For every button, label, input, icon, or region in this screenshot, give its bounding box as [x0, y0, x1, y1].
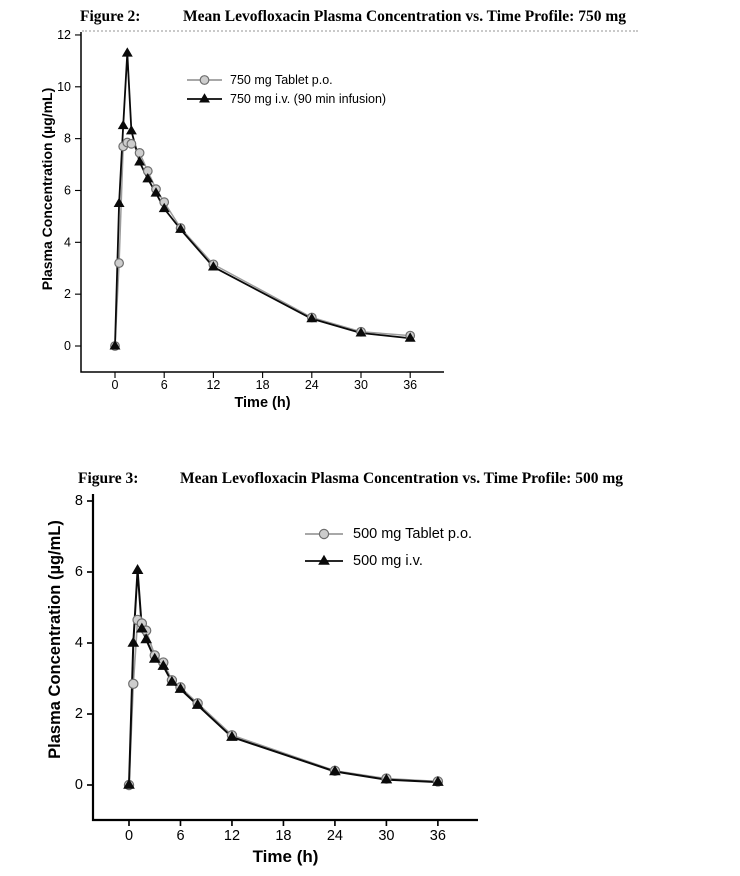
y-tick-label: 2 — [64, 287, 71, 301]
legend-label: 750 mg Tablet p.o. — [230, 73, 333, 87]
x-tick-label: 0 — [112, 378, 119, 392]
y-tick-label: 0 — [64, 339, 71, 353]
series-line-iv — [114, 52, 411, 347]
data-point-iv — [158, 202, 170, 213]
y-tick-label: 0 — [75, 777, 83, 793]
y-tick-label: 8 — [75, 493, 83, 509]
legend-label: 750 mg i.v. (90 min infusion) — [230, 92, 386, 106]
figure3-title: Figure 3: Mean Levofloxacin Plasma Conce… — [78, 470, 623, 488]
data-point-tablet — [126, 138, 137, 149]
axes — [91, 494, 478, 822]
y-tick-label: 10 — [57, 80, 71, 94]
data-point-iv — [355, 327, 367, 337]
x-tick-label: 6 — [161, 378, 168, 392]
data-point-iv — [329, 765, 341, 776]
data-point-iv — [121, 47, 133, 57]
figure3-label: Figure 3: — [78, 470, 139, 487]
y-tick-label: 6 — [75, 564, 83, 580]
x-tick-label: 18 — [275, 828, 291, 844]
y-tick-label: 6 — [64, 183, 71, 197]
y-tick-label: 2 — [75, 706, 83, 722]
y-tick-label: 12 — [57, 28, 71, 42]
data-point-iv — [109, 340, 121, 350]
data-point-iv — [150, 187, 162, 197]
figure2-title-underline — [82, 30, 638, 32]
x-axis-label: Time (h) — [253, 847, 319, 866]
series-line-tablet — [128, 619, 438, 786]
x-tick-label: 36 — [430, 828, 446, 844]
data-point-iv — [226, 730, 238, 741]
data-point-iv — [404, 332, 416, 342]
data-point-iv — [174, 682, 187, 693]
data-point-iv — [142, 173, 154, 183]
x-tick-label: 24 — [327, 828, 343, 844]
data-point-tablet — [128, 678, 139, 690]
y-tick-label: 4 — [75, 635, 83, 651]
legend-label: 500 mg i.v. — [353, 553, 423, 569]
x-tick-label: 12 — [224, 828, 240, 844]
x-tick-label: 12 — [206, 378, 220, 392]
figure2-label: Figure 2: — [80, 8, 141, 25]
series-line-tablet — [114, 141, 411, 347]
y-tick-label: 8 — [64, 132, 71, 146]
data-point-iv — [134, 156, 146, 166]
y-axis-label: Plasma Concentration (µg/mL) — [46, 520, 64, 759]
figure2-heading: Mean Levofloxacin Plasma Concentration v… — [183, 8, 626, 25]
data-point-iv — [175, 223, 187, 233]
data-point-iv — [380, 773, 393, 784]
data-point-iv — [191, 698, 204, 709]
x-tick-label: 18 — [256, 378, 270, 392]
x-tick-label: 30 — [378, 828, 394, 844]
legend-marker — [199, 93, 210, 103]
data-point-iv — [148, 652, 161, 663]
x-tick-label: 30 — [354, 378, 368, 392]
x-tick-label: 6 — [176, 828, 184, 844]
series-line-iv — [128, 569, 438, 786]
y-tick-label: 4 — [64, 235, 71, 249]
data-point-tablet — [134, 147, 145, 158]
legend-marker — [199, 75, 210, 85]
data-point-iv — [117, 119, 129, 130]
data-point-iv — [140, 633, 152, 644]
legend-label: 500 mg Tablet p.o. — [353, 526, 472, 542]
data-point-iv — [166, 675, 178, 686]
data-point-tablet — [114, 258, 124, 268]
figure2-title: Figure 2: Mean Levofloxacin Plasma Conce… — [80, 8, 626, 26]
data-point-iv — [136, 622, 148, 633]
data-point-iv — [131, 564, 144, 574]
legend-marker — [318, 554, 330, 565]
data-point-iv — [306, 312, 318, 323]
data-point-iv — [207, 261, 219, 271]
data-point-iv — [125, 125, 137, 135]
data-point-iv — [157, 659, 170, 670]
data-point-iv — [113, 197, 125, 207]
x-axis-label: Time (h) — [234, 395, 290, 411]
x-tick-label: 0 — [125, 828, 133, 844]
y-axis-label: Plasma Concentration (µg/mL) — [39, 88, 55, 291]
x-tick-label: 24 — [305, 378, 319, 392]
figure3-heading: Mean Levofloxacin Plasma Concentration v… — [180, 470, 623, 487]
legend-marker — [318, 528, 330, 540]
data-point-iv — [123, 778, 135, 789]
data-point-iv — [127, 636, 140, 647]
x-tick-label: 36 — [403, 378, 417, 392]
data-point-iv — [432, 775, 444, 786]
